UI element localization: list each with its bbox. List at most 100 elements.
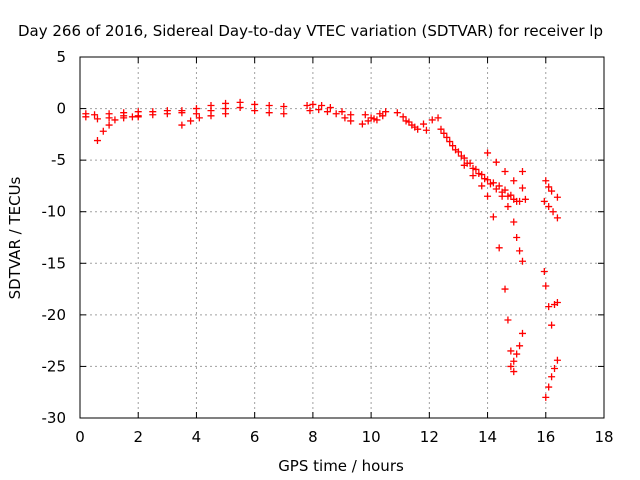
data-point [402, 117, 410, 125]
data-point [163, 110, 171, 118]
data-point [309, 100, 317, 108]
data-point [326, 104, 334, 112]
x-axis-title: GPS time / hours [278, 457, 404, 475]
data-point [501, 285, 509, 293]
data-point [437, 125, 445, 133]
data-point [521, 195, 529, 203]
data-series [82, 98, 288, 119]
data-point [105, 114, 113, 122]
data-point [457, 152, 465, 160]
data-point [128, 113, 136, 121]
data-point [251, 107, 259, 115]
data-point [399, 113, 407, 121]
data-series [93, 112, 142, 145]
x-tick-label: 16 [536, 428, 555, 446]
y-tick-label: -10 [42, 203, 67, 221]
data-point [513, 350, 521, 358]
data-point [553, 298, 561, 306]
chart-title: Day 266 of 2016, Sidereal Day-to-day VTE… [18, 22, 603, 40]
data-point [460, 161, 468, 169]
data-point [265, 101, 273, 109]
data-point [99, 127, 107, 135]
data-point [513, 234, 521, 241]
data-point [91, 111, 99, 119]
x-tick-label: 2 [133, 428, 143, 446]
data-point [373, 116, 381, 124]
y-axis-title: SDTVAR / TECUs [6, 176, 24, 299]
data-point [82, 113, 90, 121]
data-point [545, 203, 553, 211]
data-point [484, 192, 492, 200]
data-point [548, 187, 556, 195]
data-point [542, 177, 550, 185]
data-point [347, 111, 355, 119]
x-tick-label: 6 [250, 428, 260, 446]
data-point [545, 183, 553, 191]
data-series [303, 100, 355, 119]
data-point [332, 110, 340, 118]
data-point [516, 197, 524, 205]
data-point [516, 342, 524, 350]
data-point [518, 329, 526, 337]
data-point [469, 164, 477, 172]
data-series [542, 177, 561, 201]
data-point [379, 112, 387, 120]
data-series [498, 192, 526, 265]
data-point [323, 108, 331, 116]
x-tick-label: 4 [192, 428, 202, 446]
data-point [93, 137, 101, 145]
y-tick-label: -30 [42, 409, 67, 427]
data-point [341, 114, 349, 122]
data-point [187, 117, 195, 125]
data-point [111, 116, 119, 124]
y-tick-label: -25 [42, 357, 67, 375]
data-point [507, 347, 515, 355]
data-point [507, 362, 515, 370]
data-point [422, 126, 430, 134]
data-point [549, 208, 557, 216]
data-point [551, 364, 559, 372]
data-point [178, 121, 186, 129]
data-point [280, 103, 288, 111]
data-point [306, 107, 314, 115]
data-point [510, 357, 518, 365]
data-point [428, 116, 436, 124]
data-point [486, 180, 494, 188]
data-point [367, 114, 375, 122]
x-tick-label: 8 [308, 428, 318, 446]
data-point [382, 108, 390, 116]
data-point [195, 114, 203, 122]
data-point [518, 257, 526, 265]
data-point [134, 112, 142, 120]
data-points [82, 98, 561, 401]
data-point [540, 197, 548, 205]
data-point [553, 214, 561, 222]
data-point [545, 383, 553, 391]
data-point [440, 129, 448, 137]
data-point [540, 268, 548, 276]
y-tick-label: 0 [56, 100, 66, 118]
data-point [518, 184, 526, 192]
y-tick-label: 5 [56, 48, 66, 66]
data-point [469, 172, 477, 180]
data-point [548, 373, 556, 381]
data-series [178, 110, 230, 129]
data-point [510, 177, 518, 185]
data-point [510, 195, 518, 203]
data-point [315, 106, 323, 114]
data-series [440, 129, 529, 205]
data-point [420, 120, 428, 128]
data-series [402, 117, 430, 134]
data-point [478, 182, 486, 190]
data-point [280, 110, 288, 118]
data-series [507, 329, 526, 370]
x-tick-label: 0 [75, 428, 85, 446]
data-series [306, 106, 355, 125]
data-point [236, 104, 244, 112]
data-point [222, 110, 230, 118]
data-point [492, 185, 500, 193]
data-point [504, 316, 512, 324]
y-tick-label: -5 [51, 151, 66, 169]
data-point [446, 138, 454, 146]
